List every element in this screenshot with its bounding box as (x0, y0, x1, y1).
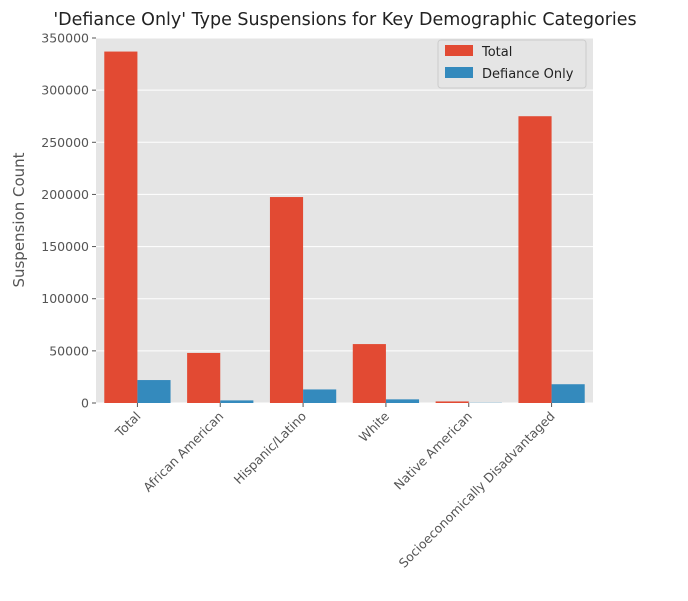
bar-defiance-only-5 (551, 384, 585, 403)
y-tick-labels: 0 50000 100000 150000 200000 250000 300000 3500… (41, 31, 96, 411)
bars (104, 51, 585, 404)
x-tick-label: African American (140, 409, 226, 495)
x-tick-label: White (356, 408, 393, 445)
y-tick-label: 150000 (41, 239, 89, 254)
legend-label-total: Total (481, 45, 512, 60)
legend: Total Defiance Only (437, 39, 587, 89)
bar-total-2 (269, 197, 304, 403)
x-tick-label: Native American (391, 409, 475, 493)
bar-total-4 (435, 401, 469, 403)
y-tick-label: 250000 (41, 135, 89, 150)
x-tick-label: Total (112, 409, 144, 441)
bar-defiance-only-1 (220, 400, 254, 403)
bar-total-1 (187, 352, 221, 403)
plot-area (96, 38, 593, 403)
y-tick-label: 200000 (41, 187, 89, 202)
chart-title: 'Defiance Only' Type Suspensions for Key… (53, 10, 636, 30)
y-tick-label: 100000 (41, 291, 89, 306)
bar-defiance-only-0 (137, 380, 171, 403)
x-tick-label: Hispanic/Latino (231, 409, 310, 488)
legend-label-defiance-only: Defiance Only (482, 67, 574, 82)
y-tick-label: 350000 (41, 31, 89, 46)
legend-box (437, 39, 587, 89)
y-tick-label: 50000 (49, 343, 89, 358)
bar-total-3 (352, 344, 386, 403)
legend-swatch-defiance-only (445, 67, 473, 78)
bar-defiance-only-3 (385, 399, 420, 403)
bar-defiance-only-2 (303, 389, 337, 403)
y-axis-label: Suspension Count (10, 152, 28, 287)
y-tick-label: 300000 (41, 83, 89, 98)
legend-swatch-total (445, 45, 473, 56)
grid-lines (96, 37, 593, 404)
bar-total-0 (104, 51, 138, 404)
x-tick-label: Socioeconomically Disadvantaged (396, 409, 558, 571)
bar-total-5 (518, 116, 552, 403)
y-tick-label: 0 (81, 396, 89, 411)
